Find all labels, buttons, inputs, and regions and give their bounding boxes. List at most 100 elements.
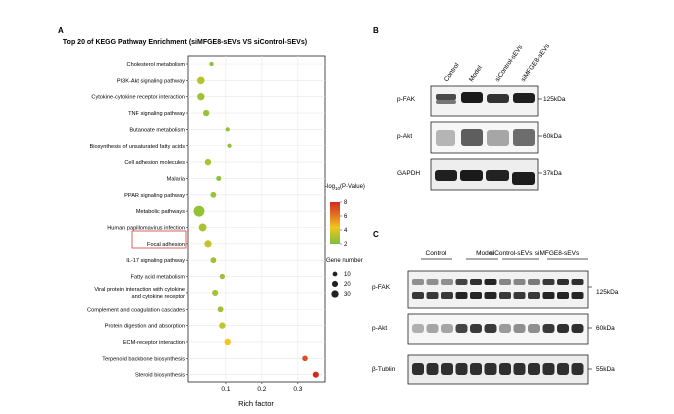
data-point [225,127,230,132]
plot-frame [187,55,326,383]
data-point [217,306,224,313]
size-legend-label: 20 [344,282,351,288]
size-legend-items: 10 20 30 [331,271,351,298]
data-point [219,273,226,280]
blot-c-btublin [407,354,589,385]
row-kda-label: 125kDa [596,289,619,296]
row-protein-label: GAPDH [397,170,420,177]
row-protein-label: p-Akt [397,133,412,140]
category-label: ECM-receptor interaction [123,340,185,346]
row-kda-label: 60kDa [543,133,562,140]
chart-title: Top 20 of KEGG Pathway Enrichment (siMFG… [63,39,307,46]
size-legend-dot [331,290,339,298]
grid-vertical [225,56,299,382]
x-tick-labels: 0.1 0.2 0.3 [221,382,303,393]
blot-b-pakt [430,121,539,154]
category-label: PI3K-Akt signaling pathway [117,78,185,84]
x-tick-label: 0.1 [221,386,230,393]
data-point [204,240,212,248]
lane-label: Control [443,62,461,84]
blot-c-pfak [407,270,589,309]
category-label: Focal adhesion [147,242,185,248]
color-legend-tick-label: 2 [344,242,348,248]
category-label: Malaria [167,176,186,182]
blot-b-gapdh [430,158,539,191]
category-label: Cholesterol metabolism [127,62,186,68]
panel-b: B Control Model siControl-sEVssiMFGE8-sEVs… [373,26,566,191]
lane-label: Model [468,64,484,83]
category-label: Viral protein interaction with cytokine a… [94,287,185,300]
category-label: TNF signaling pathway [128,111,185,117]
data-point [302,355,308,362]
size-legend-dot [331,280,339,288]
color-legend-tick-label: 4 [344,228,348,234]
color-legend-tick-label: 8 [344,200,348,206]
color-legend-title: -log10(P-Value) [325,184,365,191]
row-protein-label: p-FAK [397,96,416,103]
row-kda-label: 55kDa [596,366,615,373]
data-point [197,76,205,85]
panel-a: A Top 20 of KEGG Pathway Enrichment (siM… [58,26,365,408]
category-label: Terpenoid backbone biosynthesis [102,356,185,362]
panel-a-label: A [58,26,64,35]
size-legend-label: 30 [344,292,351,298]
category-label: Protein digestion and absorption [105,324,185,330]
data-point [193,205,205,217]
category-label: Human papillomavirus infection [107,226,185,232]
x-tick-label: 0.2 [257,386,266,393]
category-label: IL-17 signaling pathway [126,258,185,264]
data-point [224,338,231,346]
group-label: siMFGE8-sEVs [535,250,580,257]
size-legend-label: 10 [344,272,351,278]
row-protein-label: p-Akt [372,325,387,332]
blot-b-pfak [430,85,539,117]
data-point [210,257,217,264]
category-labels: Cholesterol metabolism PI3K-Akt signaling… [87,62,188,379]
row-protein-label: p-FAK [372,284,391,291]
category-label: Cytokine-cytokine receptor interaction [91,95,185,101]
group-label: siControl-sEVs [490,250,534,257]
row-kda-label: 37kDa [543,170,562,177]
data-point [312,371,319,378]
x-tick-label: 0.3 [293,386,302,393]
category-label: Metabolic pathways [136,209,185,215]
row-kda-label: 60kDa [596,325,615,332]
focal-adhesion-highlight-box [131,230,187,249]
category-label: Steroid biosynthesis [135,373,185,379]
group-label: Model [476,250,494,257]
data-point [204,158,212,166]
data-point [216,175,222,181]
category-label: Butanoate metabolism [129,127,185,133]
data-point [210,191,217,198]
data-point [209,61,214,67]
lane-label: siMFGE8-sEVs [520,42,552,83]
x-axis-label: Rich factor [238,399,274,408]
data-point [212,289,219,296]
category-label: PPAR signaling pathway [124,193,185,199]
category-label: Complement and coagulation cascades [87,307,185,313]
category-label: Fatty acid metabolism [131,275,186,281]
color-legend-ticks: 8 6 4 2 [340,200,348,248]
data-point [202,109,210,117]
panel-c-row-labels: p-FAK 125kDa p-Akt 60kDa β-Tublin 55kDa [372,284,619,373]
size-legend-title: Gene number [326,258,363,264]
color-legend-tick-label: 6 [344,214,348,220]
data-point [197,93,205,101]
panel-b-row-labels: p-FAK 125kDa p-Akt 60kDa GAPDH 37kDa [397,96,566,177]
data-points [193,61,319,378]
row-kda-label: 125kDa [543,96,566,103]
data-point [227,143,232,148]
panel-b-label: B [373,26,379,35]
size-legend-dot [332,271,338,277]
category-label: Cell adhesion molecules [124,160,185,166]
group-label: Control [426,250,448,257]
row-protein-label: β-Tublin [372,366,396,373]
data-point [198,223,207,232]
panel-c-label: C [373,230,379,239]
data-point [219,322,226,329]
color-legend-bar [330,202,340,244]
